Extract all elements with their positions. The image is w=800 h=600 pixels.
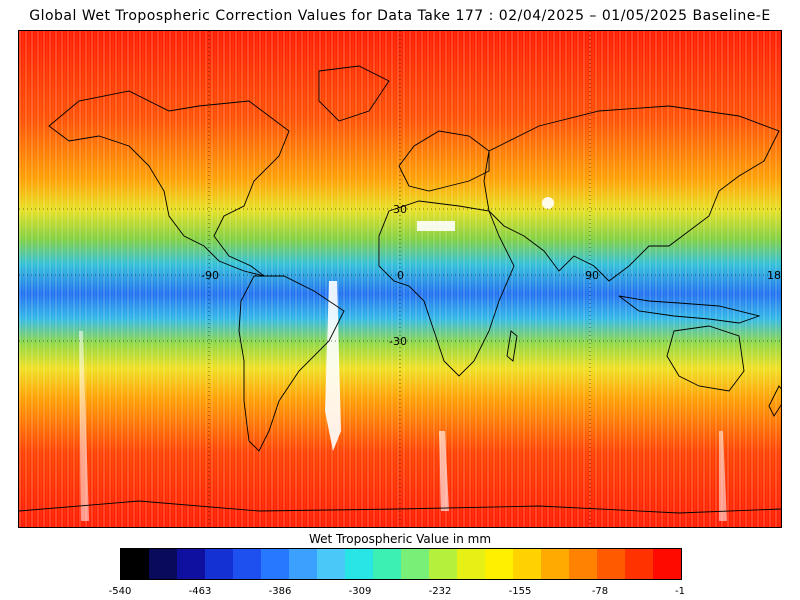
colorbar-tick-label: -155	[508, 586, 532, 597]
colorbar-bin	[597, 549, 626, 579]
europe-coast	[398, 130, 490, 192]
colorbar-title: Wet Tropospheric Value in mm	[308, 532, 492, 546]
new-zealand-coast	[768, 385, 781, 417]
colorbar-bin	[541, 549, 570, 579]
colorbar-bin	[485, 549, 514, 579]
lon-label-0: 0	[397, 269, 404, 282]
lon-label-180: 180	[767, 269, 781, 282]
colorbar-bin	[457, 549, 486, 579]
colorbar-bin	[653, 549, 681, 579]
colorbar-bin	[177, 549, 206, 579]
north-america-coast	[48, 90, 290, 277]
colorbar-tick-label: -540	[108, 586, 132, 597]
colorbar-bin	[625, 549, 654, 579]
colorbar-tick-label: -309	[348, 586, 372, 597]
lon-label-minus90: -90	[201, 269, 219, 282]
madagascar-coast	[506, 330, 518, 362]
correction-map: 30 -30 -90 0 90 180	[18, 30, 782, 528]
colorbar-bin	[513, 549, 542, 579]
asia-coast	[483, 105, 780, 282]
colorbar-bin	[149, 549, 178, 579]
graticule	[19, 31, 781, 527]
colorbar-bin	[317, 549, 346, 579]
colorbar-bin	[429, 549, 458, 579]
colorbar-tick-label: -1	[675, 586, 685, 597]
australia-coast	[666, 325, 745, 392]
greenland-coast	[318, 65, 390, 122]
colorbar-tick-label: -463	[188, 586, 212, 597]
colorbar-bin	[233, 549, 262, 579]
lat-label-30s: -30	[389, 335, 407, 348]
map-title: Global Wet Tropospheric Correction Value…	[29, 8, 771, 24]
colorbar-bin	[289, 549, 318, 579]
colorbar-bin	[345, 549, 374, 579]
colorbar-bin	[121, 549, 150, 579]
colorbar-bin	[401, 549, 430, 579]
antarctica-coast	[19, 500, 781, 514]
colorbar-tick-label: -232	[428, 586, 452, 597]
colorbar-tick-label: -386	[268, 586, 292, 597]
colorbar-bin	[373, 549, 402, 579]
colorbar-tick-label: -78	[591, 586, 609, 597]
indonesia-coast	[618, 295, 761, 324]
colorbar-bin	[569, 549, 598, 579]
south-america-coast	[238, 275, 345, 452]
colorbar	[120, 548, 682, 580]
africa-coast	[378, 200, 515, 377]
coastlines	[19, 65, 781, 514]
colorbar-bin	[205, 549, 234, 579]
lon-label-90: 90	[585, 269, 599, 282]
colorbar-bin	[261, 549, 290, 579]
data-gaps	[79, 197, 727, 521]
lat-label-30n: 30	[393, 203, 407, 216]
